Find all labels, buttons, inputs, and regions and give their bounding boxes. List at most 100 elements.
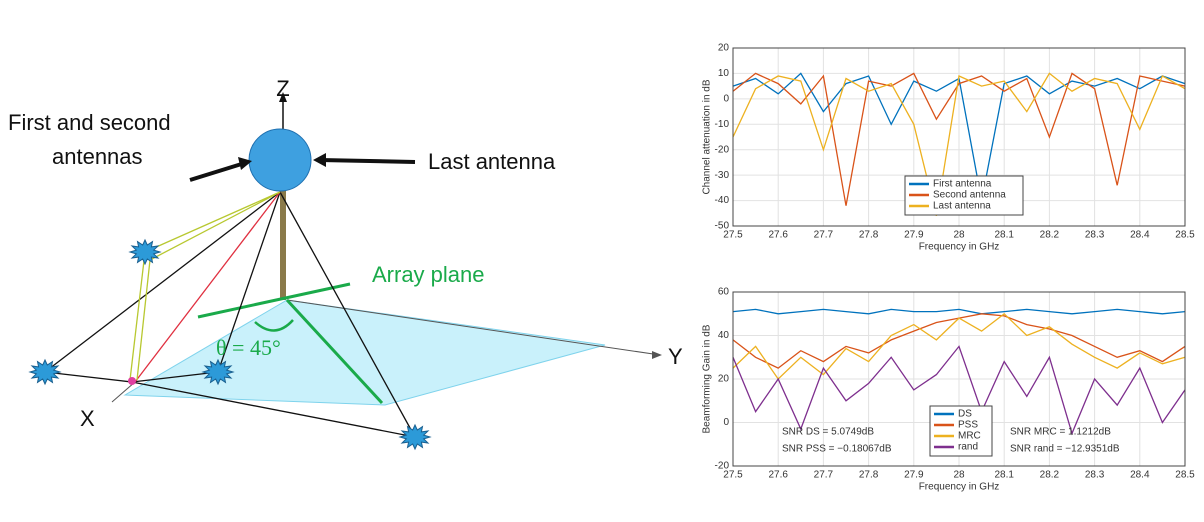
legend-label: PSS: [958, 420, 978, 431]
y-tick-label: -50: [715, 221, 730, 232]
x-tick-label: 27.9: [904, 470, 924, 481]
user: [128, 377, 136, 385]
direct-path: [134, 191, 281, 383]
annotation: SNR PSS = −0.18067dB: [782, 444, 892, 455]
x-tick-label: 28: [953, 230, 965, 241]
annotation: SNR DS = 5.0749dB: [782, 427, 874, 438]
y-label: Y: [668, 344, 683, 369]
plot-frame: [732, 291, 1186, 467]
x-tick-label: 27.8: [859, 230, 879, 241]
y-tick-label: 0: [723, 93, 729, 104]
annotation: SNR rand = −12.9351dB: [1010, 444, 1120, 455]
arrowhead: [313, 153, 326, 167]
x-tick-label: 27.8: [859, 470, 879, 481]
path-line: [131, 381, 416, 438]
first-label: First and second: [8, 110, 171, 135]
pole: [280, 190, 286, 300]
y-tick-label: 40: [718, 330, 730, 341]
x-tick-label: 28: [953, 470, 965, 481]
path-line: [44, 191, 281, 373]
x-tick-label: 28.5: [1175, 470, 1195, 481]
x-axis-line: [111, 381, 136, 403]
series-line: [732, 312, 1186, 380]
x-axis-label: Frequency in GHz: [919, 482, 1000, 493]
series-line: [732, 308, 1186, 315]
scatterer: [28, 358, 62, 386]
path-line: [149, 191, 281, 261]
path-line: [136, 259, 151, 381]
y-tick-label: -40: [715, 195, 730, 206]
arrow: [189, 160, 249, 182]
legend-label: First antenna: [933, 179, 992, 190]
y-axis-label: Channel attenuation in dB: [702, 79, 713, 194]
arrow: [319, 158, 416, 164]
x-tick-label: 28.3: [1085, 230, 1105, 241]
plane-label: Array plane: [372, 262, 485, 287]
y-tick-label: 60: [718, 287, 730, 298]
path-line: [129, 251, 146, 381]
x-tick-label: 28.2: [1040, 230, 1060, 241]
path-line: [144, 191, 281, 253]
scatterer: [201, 358, 235, 386]
path-line: [217, 191, 281, 373]
y-axis-line: [286, 299, 661, 356]
array-sector: [123, 299, 606, 406]
x-tick-label: 28.2: [1040, 470, 1060, 481]
legend-label: DS: [958, 409, 972, 420]
last-label: Last antenna: [428, 149, 556, 174]
y-tick-label: -20: [715, 461, 730, 472]
y-tick-label: 20: [718, 43, 730, 54]
x-tick-label: 28.3: [1085, 470, 1105, 481]
series-line: [732, 72, 1186, 216]
angle-arc: [254, 319, 294, 332]
y-tick-label: 20: [718, 374, 730, 385]
x-tick-label: 27.7: [814, 230, 834, 241]
x-tick-label: 27.7: [814, 470, 834, 481]
series-line: [732, 72, 1186, 206]
x-tick-label: 28.4: [1130, 470, 1150, 481]
array-plane-line: [197, 282, 351, 319]
y-tick-label: 0: [723, 417, 729, 428]
x-tick-label: 27.6: [768, 470, 788, 481]
array-normal-line: [285, 298, 384, 405]
x-tick-label: 28.1: [994, 230, 1014, 241]
diagram: Z First and second antennas Last antenna…: [8, 76, 683, 451]
antenna-array: [248, 128, 312, 192]
first-label: antennas: [52, 144, 143, 169]
x-tick-label: 28.1: [994, 470, 1014, 481]
angle-label: θ = 45°: [216, 335, 281, 360]
path-line: [131, 371, 219, 383]
path-line: [279, 191, 416, 438]
scatterer: [398, 423, 432, 451]
legend-label: Last antenna: [933, 201, 991, 212]
legend-label: rand: [958, 442, 978, 453]
x-tick-label: 28.5: [1175, 230, 1195, 241]
arrowhead: [238, 157, 252, 170]
y-axis-label: Beamforming Gain in dB: [702, 324, 713, 433]
paths: [44, 191, 416, 438]
x-tick-label: 27.9: [904, 230, 924, 241]
chart: -50 -40 -30 -20 -10 0 10 20 27.5 27.6 27.7 27.8 27.9…: [702, 43, 1196, 253]
path-line: [44, 371, 133, 383]
series-line: [732, 345, 1186, 436]
arrowhead: [652, 351, 662, 359]
x-tick-label: 27.5: [723, 230, 743, 241]
y-tick-label: -20: [715, 144, 730, 155]
legend-label: Second antenna: [933, 190, 1006, 201]
x-tick-label: 28.4: [1130, 230, 1150, 241]
x-label: X: [80, 406, 95, 431]
y-tick-label: -10: [715, 119, 730, 130]
y-tick-label: 10: [718, 68, 730, 79]
x-tick-label: 27.6: [768, 230, 788, 241]
z-label: Z: [276, 76, 289, 101]
x-axis-label: Frequency in GHz: [919, 242, 1000, 253]
legend-label: MRC: [958, 431, 981, 442]
plot-frame: [732, 47, 1186, 227]
annotation: SNR MRC = 1.1212dB: [1010, 427, 1111, 438]
arrowhead: [279, 92, 287, 102]
scatterer: [128, 238, 162, 266]
y-tick-label: -30: [715, 170, 730, 181]
x-tick-label: 27.5: [723, 470, 743, 481]
